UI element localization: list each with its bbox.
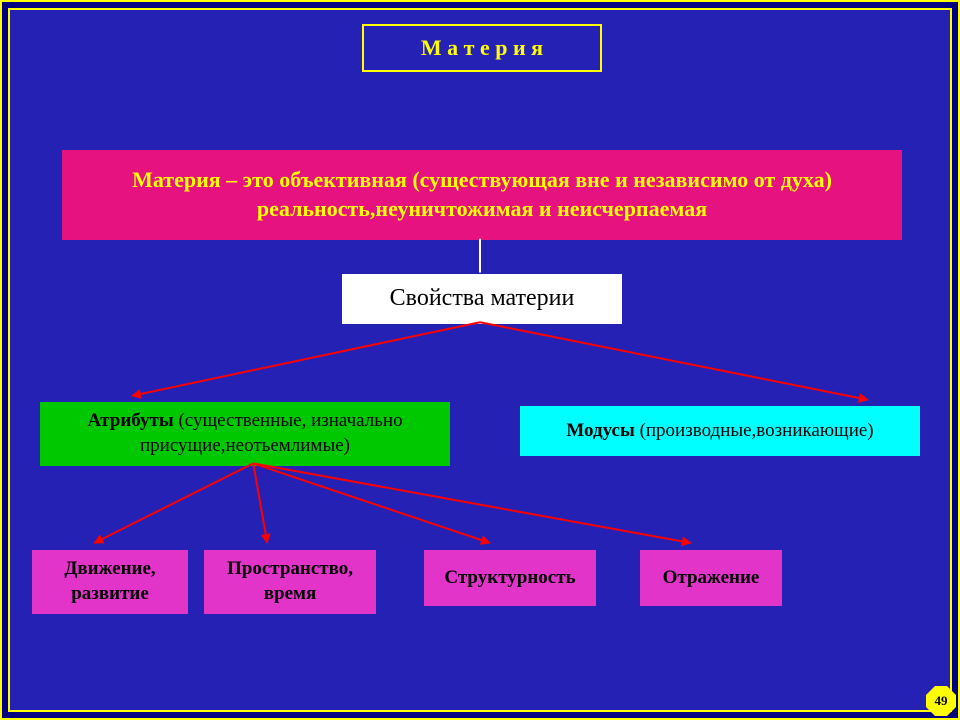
leaf-box: Отражение (640, 550, 782, 606)
outer-frame: М а т е р и я Материя – это объективная … (0, 0, 960, 720)
inner-frame: М а т е р и я Материя – это объективная … (8, 8, 952, 712)
properties-box: Свойства материи (342, 274, 622, 324)
leaf-text: Отражение (663, 566, 760, 591)
attributes-text: Атрибуты (существенные, изначально прису… (48, 409, 442, 458)
leaf-text: Структурность (444, 566, 575, 591)
title-box: М а т е р и я (362, 24, 602, 72)
attributes-box: Атрибуты (существенные, изначально прису… (40, 402, 450, 466)
moduses-box: Модусы (производные,возникающие) (520, 406, 920, 456)
leaf-box: Структурность (424, 550, 596, 606)
page-number-text: 49 (935, 693, 948, 709)
moduses-text: Модусы (производные,возникающие) (566, 419, 873, 444)
definition-text: Материя – это объективная (существующая … (70, 166, 894, 223)
definition-box: Материя – это объективная (существующая … (62, 150, 902, 240)
leaf-box: Пространство, время (204, 550, 376, 614)
leaf-text: Пространство, время (212, 557, 368, 606)
page-number-badge: 49 (926, 686, 956, 716)
properties-text: Свойства материи (390, 283, 575, 314)
leaf-text: Движение, развитие (40, 557, 180, 606)
title-text: М а т е р и я (421, 34, 543, 63)
leaf-box: Движение, развитие (32, 550, 188, 614)
